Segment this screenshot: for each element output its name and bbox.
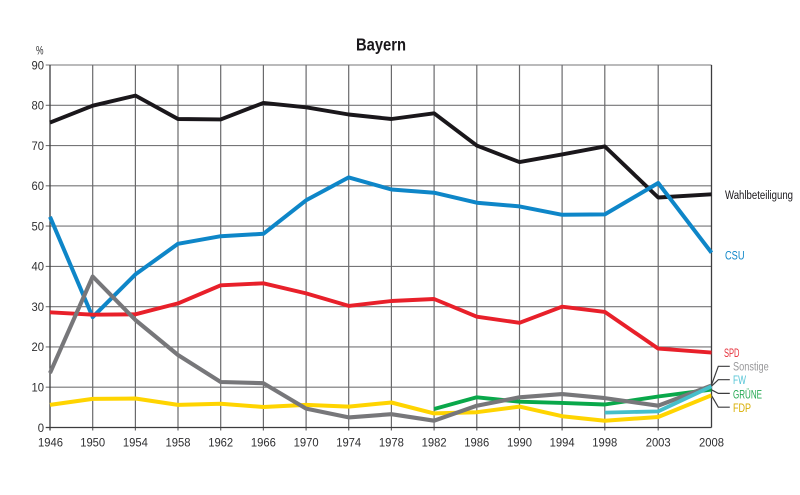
svg-text:1970: 1970	[294, 436, 319, 450]
svg-text:2008: 2008	[699, 436, 724, 450]
svg-text:70: 70	[32, 139, 45, 153]
svg-text:80: 80	[32, 99, 45, 113]
svg-text:1954: 1954	[123, 436, 148, 450]
svg-text:1950: 1950	[80, 436, 105, 450]
svg-text:CSU: CSU	[725, 251, 745, 263]
svg-text:1986: 1986	[464, 436, 489, 450]
svg-text:1978: 1978	[379, 436, 404, 450]
svg-text:%: %	[36, 46, 44, 58]
svg-text:SPD: SPD	[724, 348, 740, 360]
svg-text:90: 90	[32, 58, 45, 72]
svg-text:Bayern: Bayern	[356, 35, 406, 55]
svg-text:20: 20	[32, 340, 45, 354]
svg-text:1998: 1998	[592, 436, 617, 450]
svg-text:FW: FW	[733, 375, 746, 387]
svg-text:1966: 1966	[251, 436, 276, 450]
svg-text:1974: 1974	[336, 436, 361, 450]
svg-text:1962: 1962	[208, 436, 233, 450]
svg-text:60: 60	[32, 179, 45, 193]
svg-text:Sonstige: Sonstige	[733, 361, 769, 373]
svg-text:50: 50	[32, 219, 45, 233]
svg-text:2003: 2003	[646, 436, 671, 450]
svg-text:40: 40	[32, 260, 45, 274]
svg-text:0: 0	[38, 421, 44, 435]
svg-text:FDP: FDP	[733, 403, 751, 415]
svg-text:1982: 1982	[422, 436, 447, 450]
svg-text:GRÜNE: GRÜNE	[733, 389, 762, 401]
svg-text:10: 10	[32, 381, 45, 395]
svg-text:1958: 1958	[166, 436, 191, 450]
svg-text:1994: 1994	[550, 436, 575, 450]
svg-text:1946: 1946	[38, 436, 63, 450]
svg-text:1990: 1990	[507, 436, 532, 450]
svg-text:30: 30	[32, 300, 45, 314]
svg-text:Wahlbeteiligung: Wahlbeteiligung	[725, 190, 793, 202]
